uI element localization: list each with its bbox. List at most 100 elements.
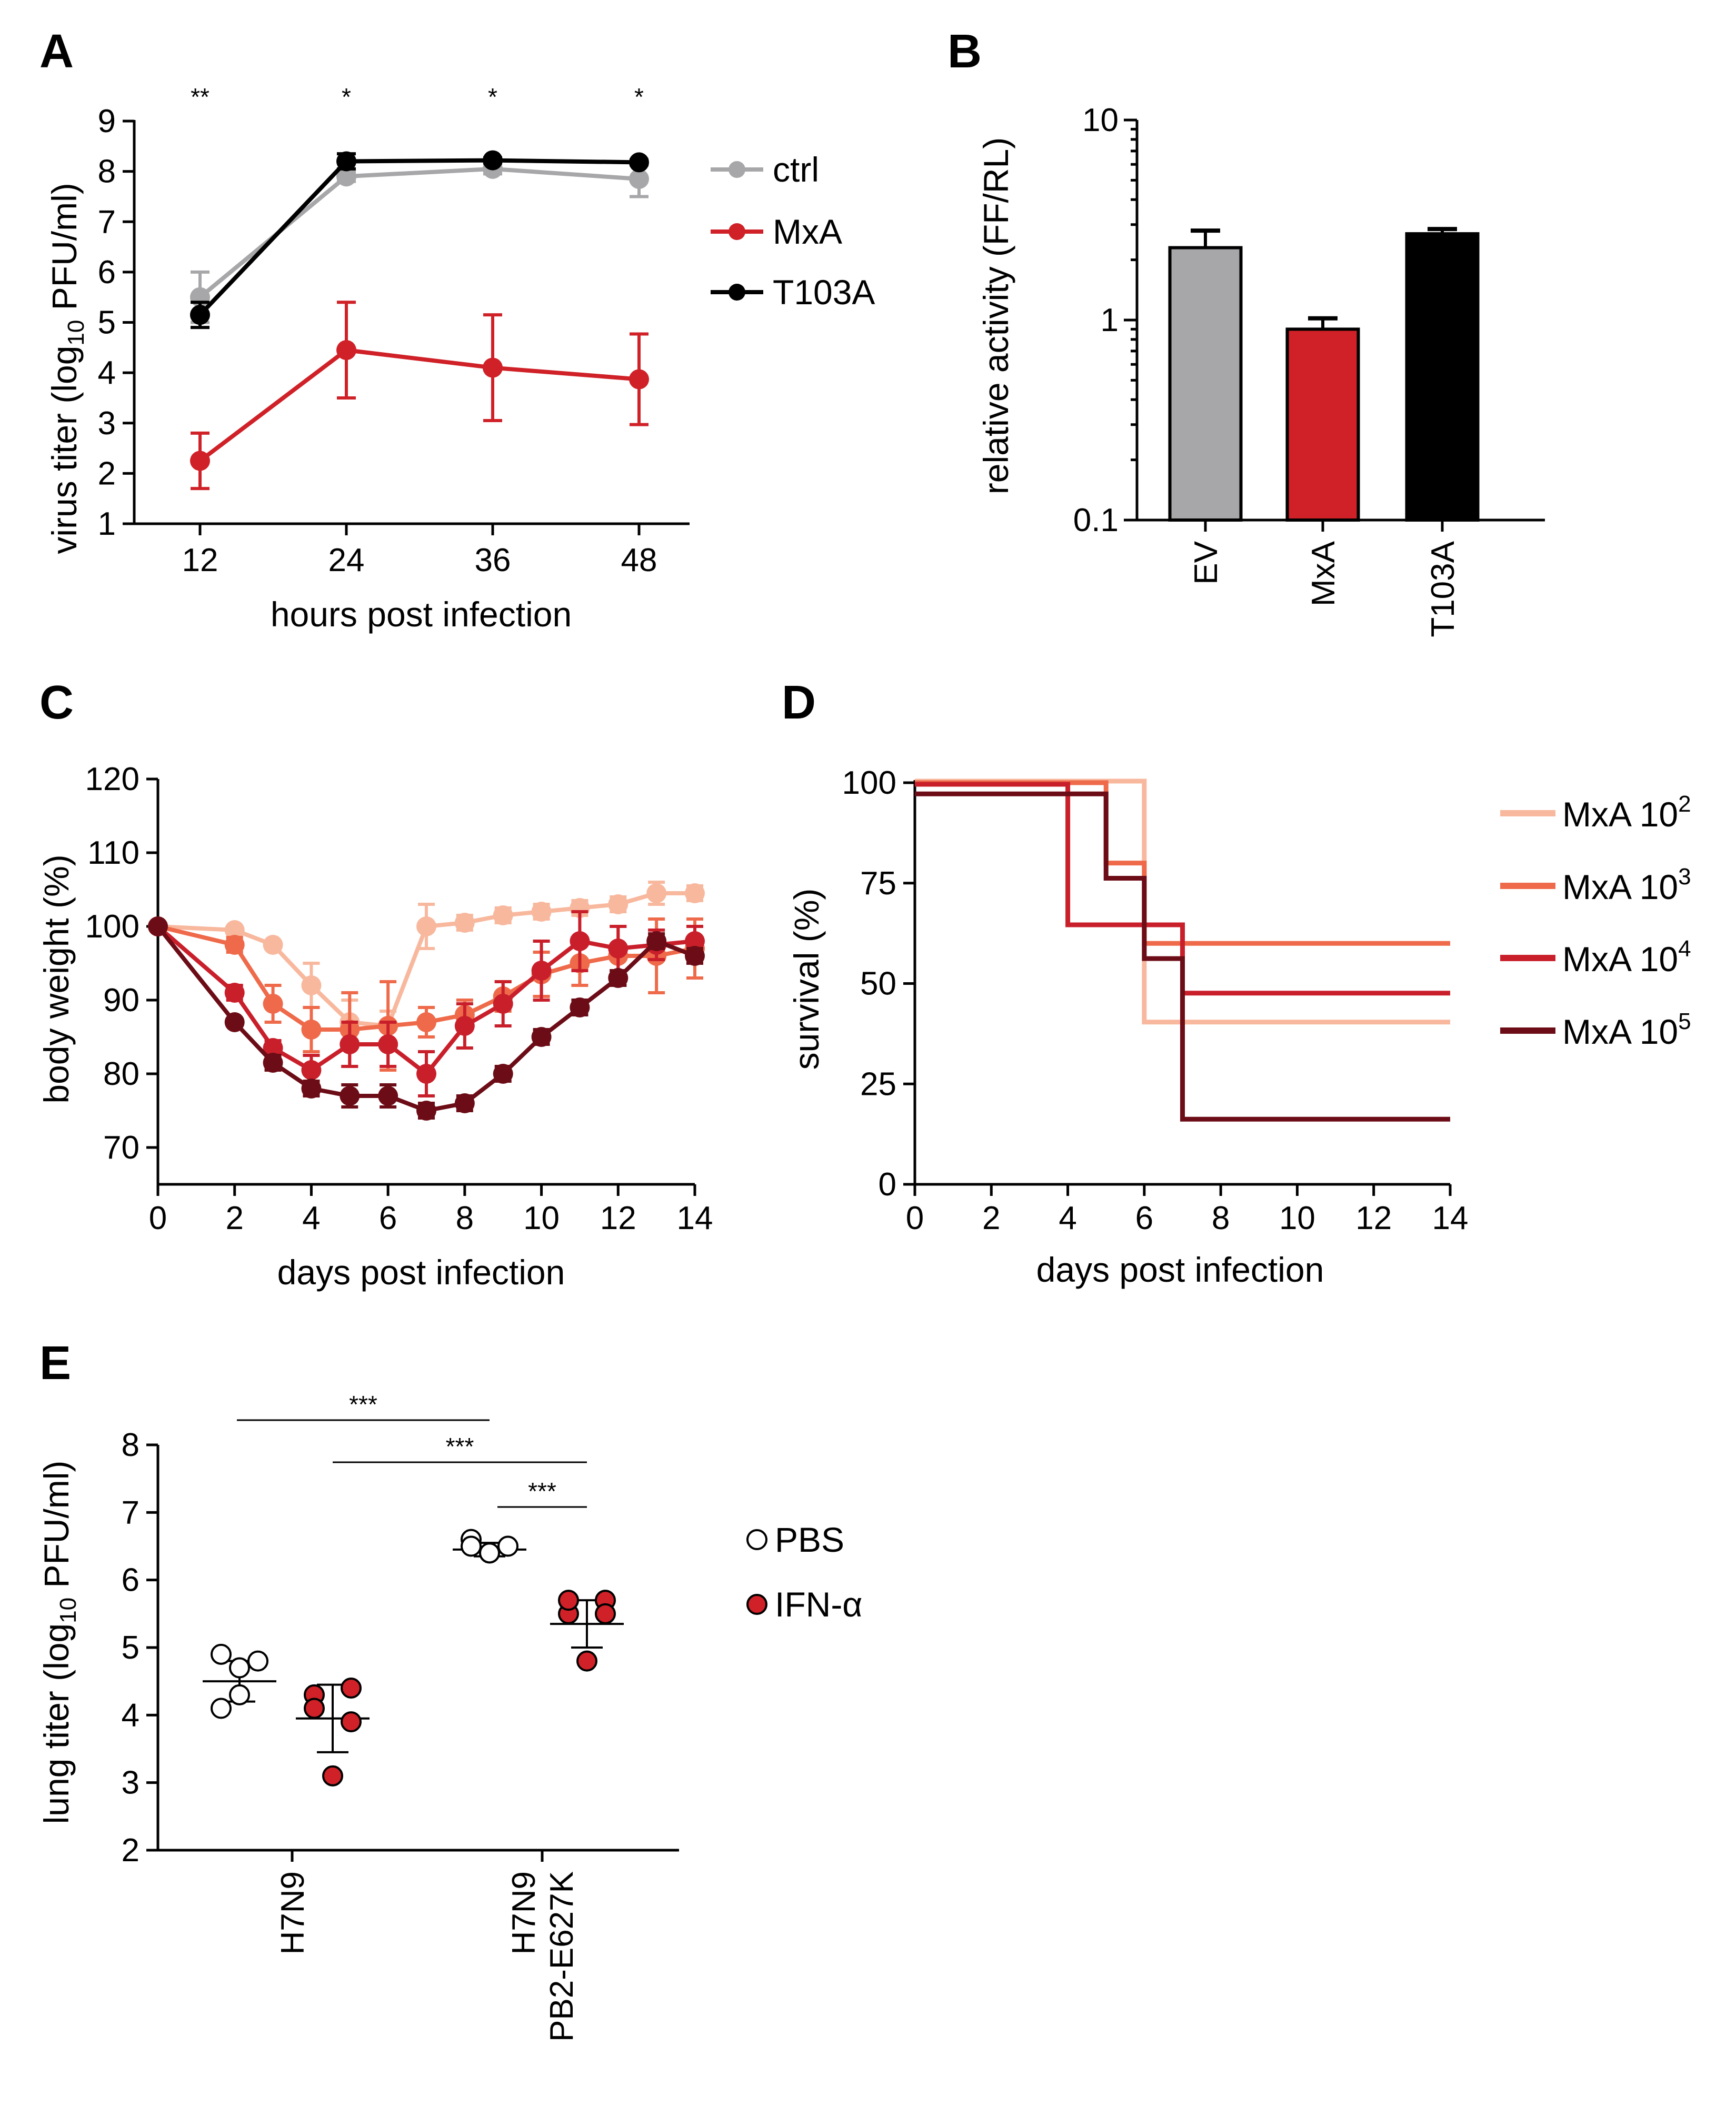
panel-d-x-tick-label: 6 [1135, 1200, 1153, 1236]
panel-d-series [915, 778, 1450, 1122]
data-point-t103a [483, 150, 503, 171]
legend-label-t103a: T103A [773, 273, 875, 312]
panel-e-points [203, 1529, 624, 1786]
panel-e-ylabel: lung titer (log10 PFU/ml) [37, 1461, 81, 1824]
data-point-mxa-1e2 [301, 975, 322, 995]
data-point-mxa-1e5 [608, 968, 628, 988]
data-point-mxa-1e4 [685, 931, 705, 951]
legend-marker-ctrl [729, 161, 745, 178]
data-point-mxa-1e5 [224, 1012, 245, 1032]
survival-curve-mxa-1e3 [915, 780, 1450, 946]
data-point-pbs [247, 1650, 268, 1672]
panel-c-x-tick-label: 6 [379, 1200, 397, 1236]
panel-e-category-label: H7N9 [275, 1871, 311, 1955]
legend-item-t103a: T103A [711, 273, 875, 312]
panel-a-x-tick-label: 48 [621, 542, 657, 578]
data-point-mxa-1e2 [531, 902, 552, 922]
data-point-ifn [576, 1650, 597, 1672]
panel-c-y-tick-label: 110 [87, 835, 139, 871]
panel-d-x-tick-label: 2 [982, 1200, 1000, 1236]
data-point-mxa [483, 357, 503, 378]
data-point-mxa-1e4 [378, 1034, 398, 1054]
data-point-mxa-1e5 [378, 1086, 398, 1106]
panel-b-y-tick-label: 0.1 [1073, 502, 1119, 538]
panel-c-y-tick-label: 80 [103, 1056, 139, 1092]
panel-d: D 0 25 50 75 100 0 2 4 6 8 10 12 14 survival (%) day… [782, 676, 1691, 1289]
panel-d-y-tick-label: 75 [860, 865, 896, 902]
panel-c-ylabel: body weight (%) [37, 854, 76, 1103]
data-point-mxa-1e4 [340, 1034, 360, 1054]
data-point-mxa-1e2 [224, 920, 245, 940]
data-point-mxa-1e4 [608, 939, 628, 959]
panel-c-x-tick-label: 10 [523, 1200, 560, 1236]
panel-a-y-tick-label: 6 [98, 254, 116, 291]
panel-a-y-tick-label: 4 [98, 355, 116, 391]
legend-marker-ifn [746, 1594, 767, 1615]
panel-a-y-tick-label: 3 [98, 405, 116, 442]
data-point-mxa-1e5 [454, 1093, 475, 1113]
bar-ev [1168, 246, 1243, 522]
panel-b-y-tick-label: 10 [1082, 102, 1119, 138]
legend-item-ctrl: ctrl [711, 150, 819, 189]
panel-d-x-tick-label: 4 [1059, 1200, 1076, 1236]
legend-item-mxa-1e2: MxA 102 [1500, 791, 1691, 834]
panel-letter-a: A [39, 25, 74, 78]
panel-e-y-tick-label: 5 [122, 1630, 139, 1666]
data-point-ctrl [629, 168, 649, 189]
data-point-pbs [479, 1542, 500, 1564]
legend-label-mxa: MxA [773, 212, 842, 251]
data-point-mxa-1e4 [416, 1064, 436, 1084]
panel-a-y-tick-label: 1 [98, 506, 116, 542]
panel-b-category-label: T103A [1425, 541, 1461, 637]
panel-b: B 0.1 1 10 relative activity (FF/RL) EV MxA… [947, 25, 1545, 637]
panel-b-bars: EV MxA T103A [1168, 227, 1480, 637]
legend-item-mxa: MxA [711, 212, 842, 251]
data-point-mxa-1e2 [646, 883, 667, 903]
panel-c-x-tick-label: 8 [456, 1200, 474, 1236]
panel-a-ylabel: virus titer (log10 PFU/ml) [45, 183, 89, 554]
panel-d-xlabel: days post infection [1036, 1250, 1324, 1289]
panel-a-significance-mark: * [342, 83, 351, 111]
data-point-mxa-1e4 [531, 961, 552, 981]
survival-curve-mxa-1e5 [915, 791, 1450, 1122]
panel-a-x-tick-label: 36 [475, 542, 511, 578]
panel-a-series [190, 150, 649, 491]
panel-d-y-tick-label: 50 [860, 966, 896, 1002]
panel-letter-d: D [782, 676, 816, 729]
data-point-mxa-1e2 [608, 894, 628, 914]
data-point-pbs [461, 1535, 482, 1557]
panel-c-x-tick-label: 0 [149, 1200, 167, 1236]
data-point-mxa-1e4 [493, 994, 513, 1014]
panel-e-y-tick-label: 3 [122, 1765, 139, 1801]
data-point-mxa-1e2 [263, 935, 283, 955]
data-point-pbs [229, 1657, 250, 1679]
data-point-mxa-1e5 [301, 1079, 322, 1099]
data-point-mxa-1e4 [570, 931, 590, 951]
legend-label-mxa-1e2: MxA 102 [1562, 791, 1691, 834]
bar-mxa [1285, 327, 1360, 522]
data-point-mxa-1e4 [263, 1038, 283, 1058]
panel-c-y-tick-label: 100 [85, 909, 139, 945]
data-point-pbs [211, 1643, 232, 1665]
panel-c-y-tick-label: 70 [103, 1130, 139, 1166]
data-point-mxa [629, 369, 649, 390]
panel-a-y-tick-label: 8 [98, 154, 116, 190]
data-point-mxa-1e3 [301, 1020, 322, 1040]
panel-d-x-tick-label: 10 [1279, 1200, 1315, 1236]
legend-item-mxa-1e4: MxA 104 [1500, 936, 1691, 979]
panel-b-category-label: MxA [1305, 541, 1342, 606]
panel-d-x-tick-label: 8 [1212, 1200, 1230, 1236]
data-point-mxa [336, 340, 356, 361]
data-point-t103a [629, 152, 649, 173]
data-point-mxa-1e5 [263, 1053, 283, 1073]
panel-e-y-tick-label: 7 [122, 1494, 139, 1531]
panel-a-significance: ** * * * [191, 83, 644, 111]
data-point-mxa-1e2 [493, 905, 513, 925]
panel-c-x-tick-label: 12 [600, 1200, 636, 1236]
significance-mark: *** [349, 1391, 377, 1418]
panel-a-significance-mark: * [488, 83, 497, 111]
data-point-mxa [190, 451, 210, 471]
panel-a-significance-mark: ** [191, 83, 209, 111]
